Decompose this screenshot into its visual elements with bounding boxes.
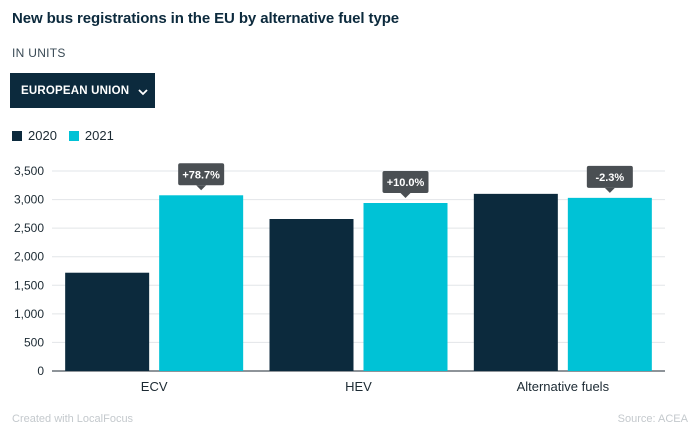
y-tick-label: 2,500 — [14, 221, 44, 235]
y-tick-label: 1,000 — [14, 307, 44, 321]
unit-label: IN UNITS — [12, 46, 66, 60]
change-badge-label: -2.3% — [595, 172, 624, 184]
region-dropdown[interactable]: EUROPEAN UNION — [10, 73, 155, 108]
bar-2020-hev[interactable] — [269, 219, 354, 371]
bar-2020-alternative-fuels[interactable] — [473, 193, 558, 371]
legend-label-2021: 2021 — [84, 128, 114, 143]
change-badge — [178, 163, 225, 186]
legend-label-2020: 2020 — [28, 128, 57, 143]
region-dropdown-label: EUROPEAN UNION — [21, 84, 130, 97]
x-category-label: Alternative fuels — [517, 379, 610, 394]
y-tick-label: 500 — [24, 335, 44, 349]
y-tick-label: 3,500 — [14, 164, 44, 178]
legend: 2020 2021 — [12, 128, 126, 143]
change-badge — [586, 165, 633, 188]
bar-2020-ecv[interactable] — [65, 272, 150, 371]
bar-2021-hev[interactable] — [363, 203, 448, 371]
legend-item-2020[interactable]: 2020 — [12, 128, 57, 143]
y-tick-label: 2,000 — [14, 250, 44, 264]
change-badge-label: +78.7% — [182, 169, 220, 181]
change-badge — [382, 171, 429, 193]
change-badge-label: +10.0% — [387, 177, 425, 189]
chart-title: New bus registrations in the EU by alter… — [12, 10, 399, 27]
change-badge-pointer — [196, 185, 207, 191]
bar-2021-alternative-fuels[interactable] — [567, 197, 652, 371]
legend-swatch-2021 — [68, 130, 79, 141]
legend-item-2021[interactable]: 2021 — [68, 128, 114, 143]
change-badge-pointer — [604, 187, 615, 193]
chevron-down-icon — [137, 85, 149, 97]
y-tick-label: 1,500 — [14, 278, 44, 292]
bar-2021-ecv[interactable] — [159, 195, 244, 371]
footer-credit: Created with LocalFocus — [12, 413, 134, 425]
bar-chart: 0 500 1,000 1,500 2,000 2,500 3,000 3,500 ECV +78… — [14, 163, 665, 394]
x-category-label: HEV — [345, 379, 372, 394]
x-category-label: ECV — [141, 379, 168, 394]
legend-swatch-2020 — [12, 130, 22, 141]
footer-source: Source: ACEA — [617, 413, 688, 425]
change-badge-pointer — [400, 193, 411, 198]
y-tick-label: 0 — [37, 364, 44, 378]
y-tick-label: 3,000 — [14, 193, 44, 207]
